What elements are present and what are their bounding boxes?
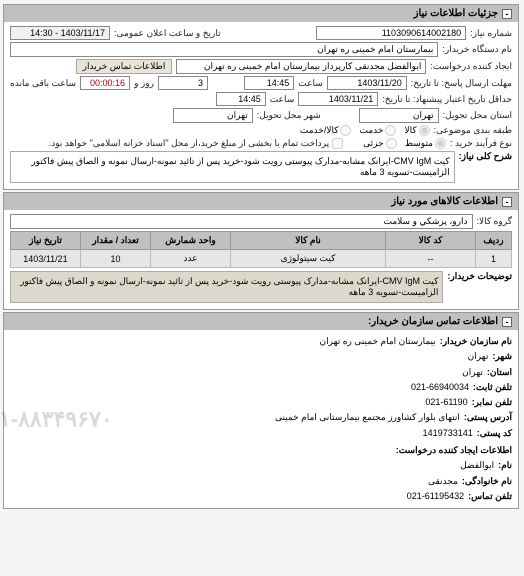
buyer-notes-box: کیت CMV IgM-ایرانک مشابه-مدارک پیوستی رو… xyxy=(11,271,444,303)
process-radios: متوسط جزئی xyxy=(364,138,447,149)
goods-header[interactable]: - اطلاعات کالاهای مورد نیاز xyxy=(5,193,519,210)
cphone-k: تلفن تماس: xyxy=(469,489,513,504)
need-details-header[interactable]: - جزئیات اطلاعات نیاز xyxy=(5,5,519,22)
radio-khedmat[interactable]: خدمت xyxy=(360,125,397,136)
need-no-field: 1103090614002180 xyxy=(317,26,467,40)
prov-k: استان: xyxy=(488,365,513,380)
contact-header[interactable]: - اطلاعات تماس سازمان خریدار: xyxy=(5,313,519,330)
lname-v: مجدنقی xyxy=(429,474,459,489)
buyer-org-label: نام دستگاه خریدار: xyxy=(443,44,513,55)
th-name: نام کالا xyxy=(232,232,387,250)
goods-table: ردیف کد کالا نام کالا واحد شمارش تعداد /… xyxy=(11,231,513,268)
deadline-time-field: 14:45 xyxy=(245,76,295,90)
valid-date-field: 1403/11/21 xyxy=(299,92,379,106)
fax-k: تلفن نمابر: xyxy=(473,395,513,410)
province-field: تهران xyxy=(360,108,440,123)
contact-body: نام سازمان خریدار: بیمارستان امام خمینی ر… xyxy=(5,330,519,508)
pay-checkbox[interactable]: پرداخت تمام یا بخشی از مبلغ خرید،از محل … xyxy=(50,138,344,149)
td-unit: عدد xyxy=(152,250,232,268)
fax-v: 021-61190 xyxy=(426,395,468,410)
time-label-1: ساعت xyxy=(299,78,324,89)
th-idx: ردیف xyxy=(477,232,513,250)
announce-field: 1403/11/17 - 14:30 xyxy=(11,26,111,40)
radio-part[interactable]: جزئی xyxy=(364,138,398,149)
zip-v: 1419733141 xyxy=(424,426,474,441)
goods-panel: - اطلاعات کالاهای مورد نیاز گروه کالا: د… xyxy=(4,192,520,310)
buyer-org-field: بیمارستان امام خمینی ره تهران xyxy=(11,42,439,57)
deadline-date-field: 1403/11/20 xyxy=(328,76,408,90)
group-field: دارو، پزشكي و سلامت xyxy=(11,214,474,229)
cphone-v: 021-61195432 xyxy=(408,489,465,504)
radio-kala-label: کالا xyxy=(405,125,417,136)
radio-both[interactable]: کالا/خدمت xyxy=(301,125,353,136)
th-date: تاریخ نیاز xyxy=(12,232,82,250)
td-qty: 10 xyxy=(82,250,152,268)
category-radios: کالا خدمت کالا/خدمت xyxy=(301,125,431,136)
panel1-title: جزئیات اطلاعات نیاز xyxy=(415,8,499,19)
th-unit: واحد شمارش xyxy=(152,232,232,250)
need-details-panel: - جزئیات اطلاعات نیاز شماره نیاز: 110309… xyxy=(4,4,520,190)
valid-time-field: 14:45 xyxy=(217,92,267,106)
remain-label: ساعت باقی مانده xyxy=(11,78,77,89)
td-idx: 1 xyxy=(477,250,513,268)
radio-both-label: کالا/خدمت xyxy=(301,125,340,136)
radio-khedmat-label: خدمت xyxy=(360,125,384,136)
buyer-notes-label: توضیحات خریدار: xyxy=(448,271,513,282)
province-label: استان محل تحویل: xyxy=(444,110,513,121)
collapse-icon-3[interactable]: - xyxy=(503,317,513,327)
valid-from-label: حداقل تاریخ اعتبار پیشنهاد: تا تاریخ: xyxy=(383,94,513,105)
city-v: تهران xyxy=(469,349,490,364)
lname-k: نام خانوادگی: xyxy=(463,474,513,489)
requester-label: ایجاد کننده درخواست: xyxy=(431,61,513,72)
days-label: روز و xyxy=(135,78,155,89)
radio-mid[interactable]: متوسط xyxy=(406,138,447,149)
panel3-title: اطلاعات تماس سازمان خریدار: xyxy=(369,316,499,327)
time-label-2: ساعت xyxy=(271,94,296,105)
radio-mid-label: متوسط xyxy=(406,138,434,149)
panel2-title: اطلاعات کالاهای مورد نیاز xyxy=(392,196,499,207)
table-row[interactable]: 1 -- کیت سیتولوژی عدد 10 1403/11/21 xyxy=(12,250,513,268)
contact-button[interactable]: اطلاعات تماس خریدار xyxy=(77,59,174,74)
deadline-send-label: مهلت ارسال پاسخ: تا تاریخ: xyxy=(412,78,513,89)
fname-v: ابوالفضل xyxy=(461,458,495,473)
postal-v: انتهای بلوار کشاورز مجتمع بیمارستانی اما… xyxy=(276,410,461,425)
city-label: شهر محل تحویل: xyxy=(258,110,322,121)
org-name-k: نام سازمان خریدار: xyxy=(441,334,513,349)
desc-label: شرح کلی نیاز: xyxy=(460,151,513,162)
phone-k: تلفن ثابت: xyxy=(474,380,513,395)
remain-field: 00:00:16 xyxy=(81,76,131,90)
requester-field: ابوالفضل مجدنقی کارپرداز بیمارستان امام … xyxy=(177,59,427,74)
td-code: -- xyxy=(387,250,477,268)
collapse-icon[interactable]: - xyxy=(503,9,513,19)
creator-title: اطلاعات ایجاد کننده درخواست: xyxy=(397,443,513,458)
postal-k: آدرس پستی: xyxy=(465,410,513,425)
need-no-label: شماره نیاز: xyxy=(471,28,513,39)
days-field: 3 xyxy=(159,76,209,90)
td-name: کیت سیتولوژی xyxy=(232,250,387,268)
desc-box: کیت CMV IgM-ایرانک مشابه-مدارک پیوستی رو… xyxy=(11,151,456,183)
radio-part-label: جزئی xyxy=(364,138,385,149)
prov-v: تهران xyxy=(463,365,484,380)
th-qty: تعداد / مقدار xyxy=(82,232,152,250)
pay-note-label: پرداخت تمام یا بخشی از مبلغ خرید،از محل … xyxy=(50,138,330,149)
city-field: تهران xyxy=(174,108,254,123)
city-k: شهر: xyxy=(493,349,513,364)
zip-k: کد پستی: xyxy=(478,426,513,441)
fname-k: نام: xyxy=(499,458,513,473)
announce-label: تاریخ و ساعت اعلان عمومی: xyxy=(115,28,222,39)
process-label: نوع فرآیند خرید : xyxy=(451,138,513,149)
group-label: گروه کالا: xyxy=(478,216,513,227)
org-name-v: بیمارستان امام خمینی ره تهران xyxy=(321,334,437,349)
phone-v: 021-66940034 xyxy=(412,380,470,395)
category-label: طبقه بندی موضوعی: xyxy=(435,125,513,136)
radio-kala[interactable]: کالا xyxy=(405,125,430,136)
contact-panel: - اطلاعات تماس سازمان خریدار: نام سازمان… xyxy=(4,312,520,509)
collapse-icon-2[interactable]: - xyxy=(503,197,513,207)
td-date: 1403/11/21 xyxy=(12,250,82,268)
th-code: کد کالا xyxy=(387,232,477,250)
